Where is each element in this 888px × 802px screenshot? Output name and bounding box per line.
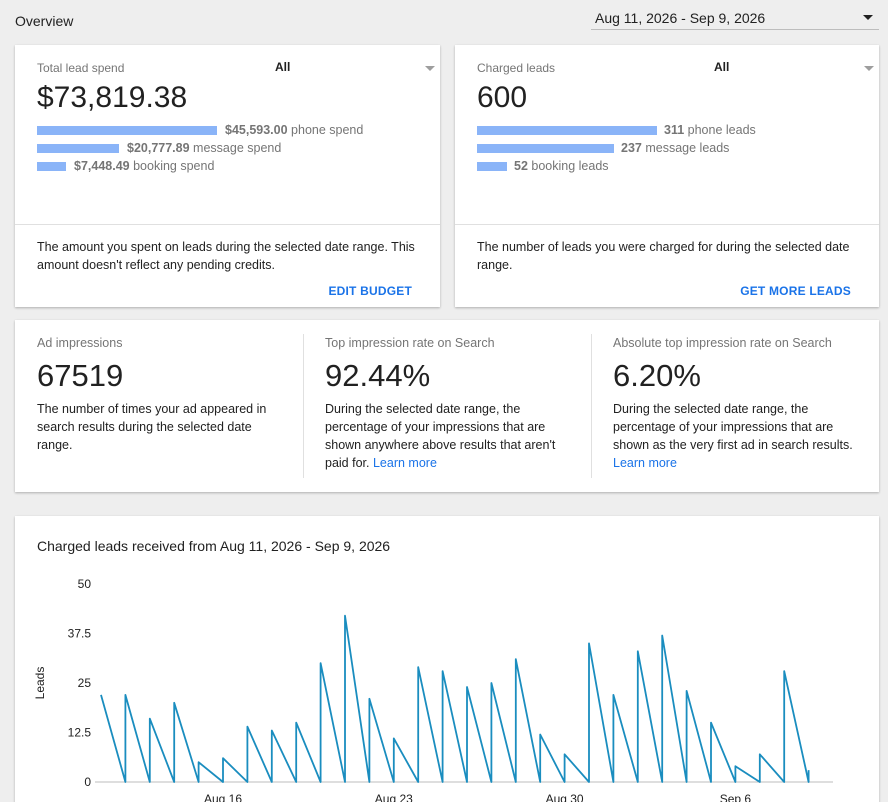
card-description: The number of leads you were charged for… <box>477 240 850 272</box>
date-range-dropdown[interactable]: Aug 11, 2026 - Sep 9, 2026 <box>591 8 879 30</box>
metric-description-text: During the selected date range, the perc… <box>325 402 556 470</box>
spend-type: booking spend <box>133 159 215 173</box>
spend-filter-dropdown[interactable]: All <box>275 59 435 77</box>
spend-bar <box>37 144 119 153</box>
card-label: Charged leads <box>477 61 556 75</box>
spend-type: phone spend <box>291 123 364 137</box>
caret-down-icon <box>425 66 435 71</box>
caret-down-icon <box>864 66 874 71</box>
leads-filter-dropdown[interactable]: All <box>714 59 874 77</box>
caret-down-icon <box>863 15 873 20</box>
card-description: The amount you spent on leads during the… <box>37 240 415 272</box>
metric-description: During the selected date range, the perc… <box>325 400 565 472</box>
leads-series-line <box>100 614 810 783</box>
metric-description: During the selected date range, the perc… <box>613 400 863 472</box>
page-title: Overview <box>15 13 74 29</box>
total-spend-value: $73,819.38 <box>37 81 188 114</box>
spend-amount: $45,593.00 <box>225 123 288 137</box>
metric-description: The number of times your ad appeared in … <box>37 400 277 454</box>
leads-bar <box>477 162 507 171</box>
edit-budget-button[interactable]: EDIT BUDGET <box>328 284 412 298</box>
leads-line-chart: 0 12.5 25 37.5 50 Leads Aug 16 Aug 23 Aug 30 Sep … <box>33 577 833 802</box>
x-tick-label: Aug 23 <box>375 792 413 802</box>
date-range-value: Aug 11, 2026 - Sep 9, 2026 <box>595 10 766 26</box>
spend-bar <box>37 126 217 135</box>
absolute-top-impression-rate-metric: Absolute top impression rate on Search 6… <box>591 320 879 492</box>
metric-description-text: During the selected date range, the perc… <box>613 402 853 452</box>
divider <box>15 224 440 225</box>
chart-title: Charged leads received from Aug 11, 2026… <box>37 538 391 554</box>
ad-impressions-metric: Ad impressions 67519 The number of times… <box>15 320 303 492</box>
leads-type: phone leads <box>687 123 756 137</box>
card-label: Total lead spend <box>37 61 125 75</box>
metric-label: Top impression rate on Search <box>325 336 495 350</box>
get-more-leads-button[interactable]: GET MORE LEADS <box>740 284 851 298</box>
y-tick-label: 37.5 <box>68 627 92 641</box>
metric-value: 92.44% <box>325 358 431 393</box>
lead-spend-card: Total lead spend All $73,819.38 $45,593.… <box>15 45 440 307</box>
spend-amount: $7,448.49 <box>74 159 130 173</box>
x-tick-label: Aug 30 <box>546 792 584 802</box>
metric-value: 6.20% <box>613 358 701 393</box>
leads-type: message leads <box>645 141 730 155</box>
x-tick-label: Sep 6 <box>720 792 752 802</box>
metric-label: Absolute top impression rate on Search <box>613 336 832 350</box>
y-tick-label: 0 <box>84 775 91 789</box>
x-tick-label: Aug 16 <box>204 792 242 802</box>
filter-value: All <box>275 60 291 74</box>
learn-more-link[interactable]: Learn more <box>372 456 437 470</box>
y-tick-label: 25 <box>78 676 92 690</box>
y-tick-label: 50 <box>78 577 92 591</box>
divider <box>303 334 304 478</box>
spend-type: message spend <box>193 141 282 155</box>
learn-more-link[interactable]: Learn more <box>613 456 677 470</box>
leads-amount: 311 <box>664 123 685 137</box>
total-leads-value: 600 <box>477 81 528 114</box>
leads-type: booking leads <box>531 159 609 173</box>
divider <box>591 334 592 478</box>
charged-leads-chart-card: 0 12.5 25 37.5 50 Leads Aug 16 Aug 23 Aug 30 Sep … <box>15 516 879 802</box>
top-impression-rate-metric: Top impression rate on Search 92.44% Dur… <box>303 320 591 492</box>
leads-amount: 237 <box>621 141 642 155</box>
spend-bar <box>37 162 66 171</box>
y-axis-label: Leads <box>33 667 47 700</box>
spend-amount: $20,777.89 <box>127 141 190 155</box>
metric-description-text: The number of times your ad appeared in … <box>37 402 267 452</box>
leads-bar <box>477 126 657 135</box>
leads-amount: 52 <box>514 159 528 173</box>
charged-leads-card: Charged leads All 600 311 phone leads 23… <box>455 45 879 307</box>
leads-bar <box>477 144 614 153</box>
y-tick-label: 12.5 <box>68 726 92 740</box>
metric-value: 67519 <box>37 358 124 393</box>
filter-value: All <box>714 60 730 74</box>
impressions-card: Ad impressions 67519 The number of times… <box>15 320 879 492</box>
divider <box>455 224 879 225</box>
metric-label: Ad impressions <box>37 336 123 350</box>
